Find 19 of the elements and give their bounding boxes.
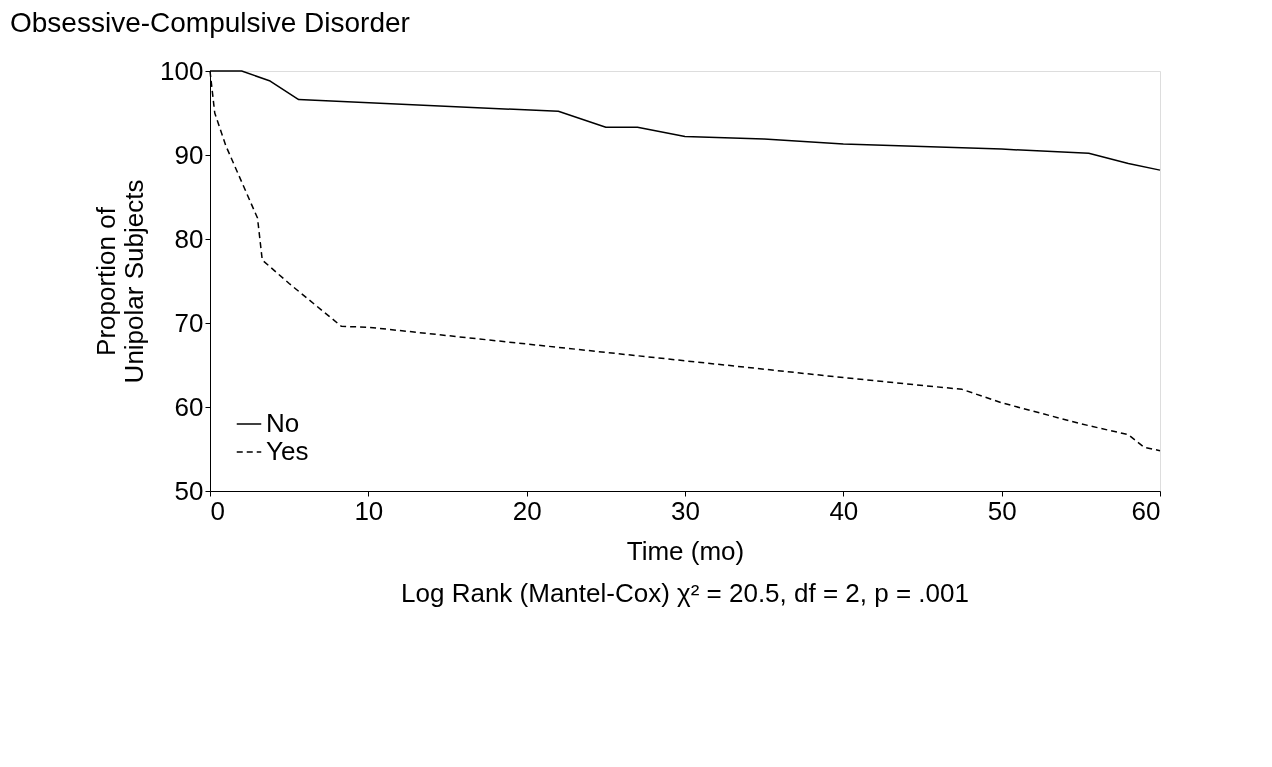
x-axis-title: Time (mo) <box>626 535 745 566</box>
x-tick-label: 0 <box>210 495 225 526</box>
legend-label: Yes <box>266 436 309 466</box>
y-tick-label: 60 <box>174 391 204 422</box>
x-tick-label: 30 <box>671 495 700 526</box>
x-tick-label: 20 <box>512 495 542 526</box>
y-tick-label: 100 <box>160 55 204 86</box>
x-tick-label: 40 <box>829 495 859 526</box>
y-tick-label: 70 <box>174 307 204 338</box>
x-tick-label: 50 <box>987 495 1017 526</box>
y-tick-label: 90 <box>174 139 204 170</box>
chart-title: Obsessive-Compulsive Disorder <box>10 7 410 38</box>
y-tick-label: 50 <box>174 475 204 506</box>
y-tick-label: 80 <box>174 223 204 254</box>
y-axis-title: Proportion of Unipolar Subjects <box>91 179 150 384</box>
text: Log Rank (Mantel-Cox) χ² = 20.5, df = 2, p = .001 <box>401 578 969 608</box>
x-tick-label: 60 <box>1131 495 1161 526</box>
legend-label: No <box>266 408 300 438</box>
x-tick-label: 10 <box>354 495 384 526</box>
